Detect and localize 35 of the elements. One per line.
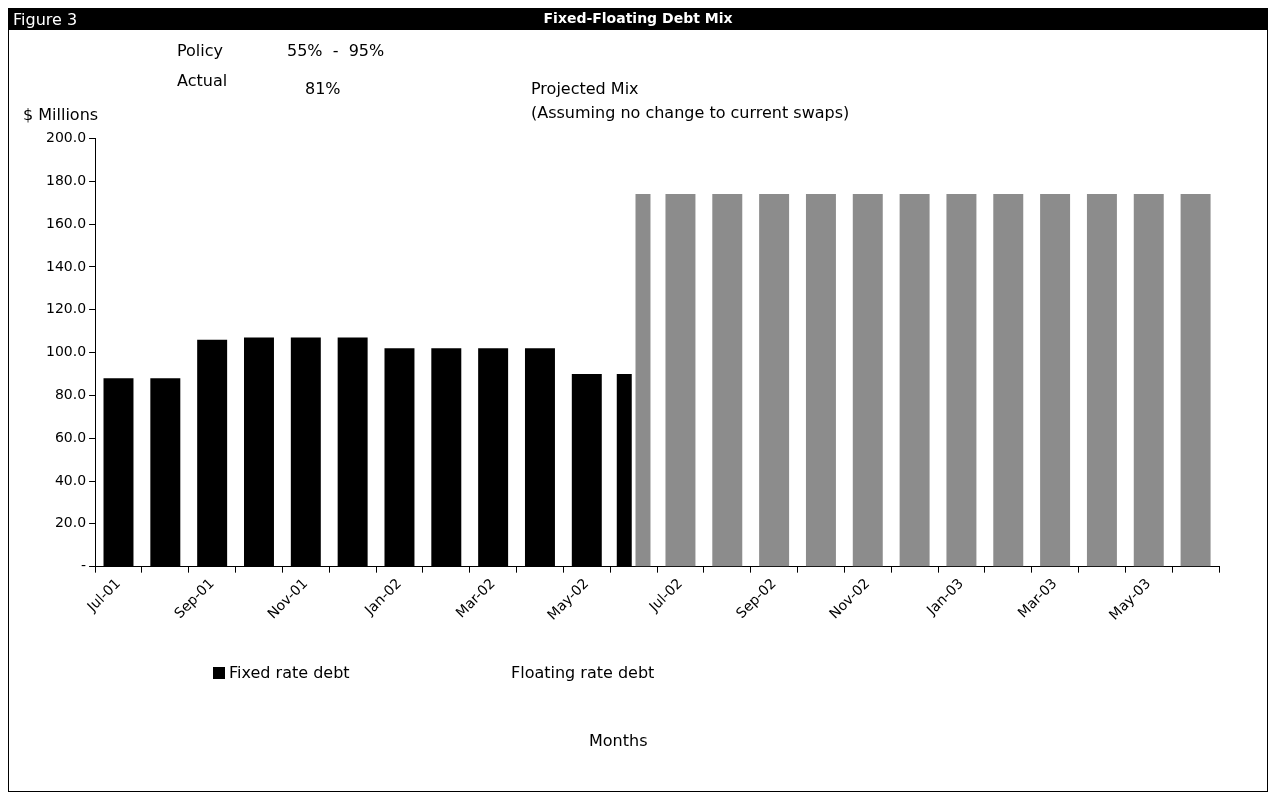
bar [1040,194,1071,567]
chart-title: Fixed-Floating Debt Mix [543,10,733,26]
bar [665,194,696,567]
y-tick-label: 200.0 [45,129,87,146]
text: 55% - 95% [287,41,385,60]
bar [759,194,790,567]
y-tick-label: 20.0 [54,514,87,531]
bar [946,194,977,567]
y-tick-label: 140.0 [45,257,87,274]
legend-label: Fixed rate debt [229,663,350,682]
bar [899,194,930,567]
text: Policy [177,41,224,60]
bar [993,194,1024,567]
bar [805,194,836,567]
y-tick-label: - [81,557,87,574]
bar [1086,194,1117,567]
text: (Assuming no change to current swaps) [531,103,850,122]
y-tick-label: 120.0 [45,300,87,317]
caption: Figure 3 [13,10,78,29]
y-axis-title: $ Millions [23,105,99,124]
text: Projected Mix [531,79,639,98]
y-tick-label: 100.0 [45,343,87,360]
y-tick-label: 60.0 [54,428,87,445]
y-tick-label: 160.0 [45,214,87,231]
text: 81% [305,79,341,98]
bar [1133,194,1164,567]
bar [712,194,743,567]
y-tick-label: 180.0 [45,171,87,188]
bar [1180,194,1211,567]
text: Actual [177,71,228,90]
bar [852,194,883,567]
y-tick-label: 40.0 [54,471,87,488]
text: Floating rate debt [511,663,655,682]
text: Months [589,731,648,750]
y-tick-label: 80.0 [54,386,87,402]
